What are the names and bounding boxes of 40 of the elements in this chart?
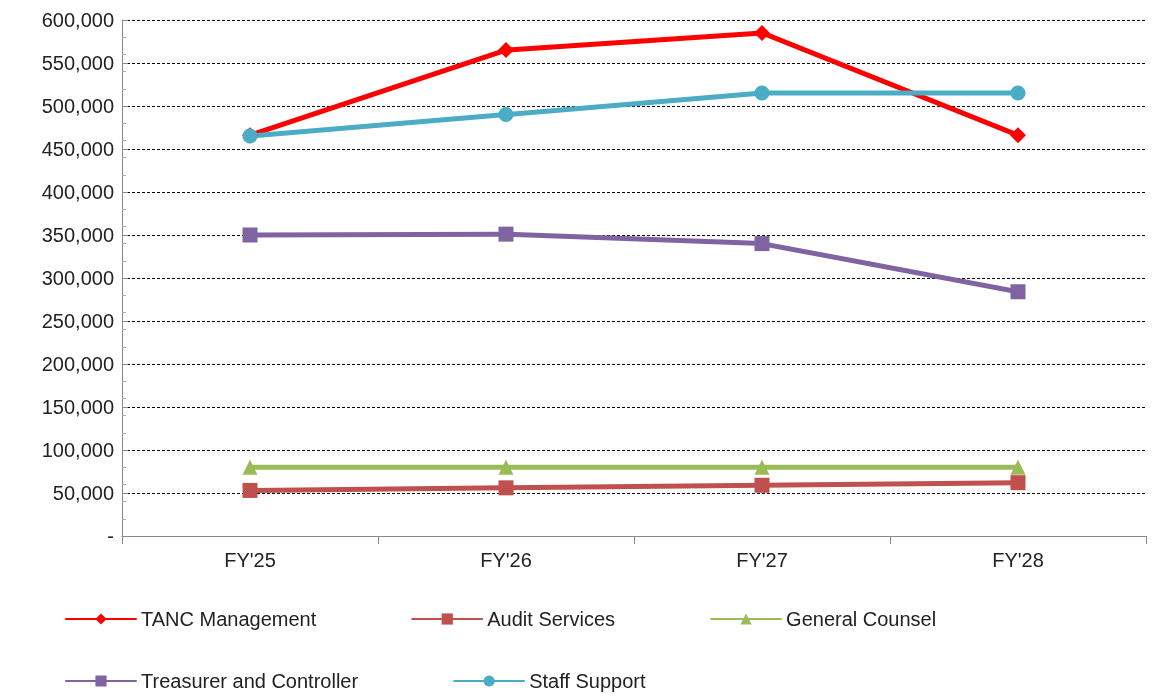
y-tick-label: 550,000 (41, 52, 114, 74)
point (1010, 284, 1026, 300)
y-tick-label: 350,000 (41, 224, 114, 246)
y-tick-label: 300,000 (41, 267, 114, 289)
legend-label: TANC Management (141, 608, 317, 630)
legend-label: Staff Support (529, 670, 646, 692)
point (498, 226, 514, 242)
point (1010, 85, 1026, 101)
y-tick-label: - (107, 525, 114, 547)
point (498, 107, 514, 123)
point (498, 459, 514, 475)
y-tick-label: 250,000 (41, 310, 114, 332)
x-tick-label: FY'28 (992, 549, 1044, 571)
point (1010, 475, 1026, 491)
y-tick-label: 400,000 (41, 181, 114, 203)
legend-label: Audit Services (487, 608, 616, 630)
point (1010, 459, 1026, 475)
point (754, 24, 770, 41)
y-tick-label: 500,000 (41, 95, 114, 117)
point (498, 42, 514, 59)
legend-label: Treasurer and Controller (141, 670, 359, 692)
point (498, 480, 514, 496)
point (242, 227, 258, 243)
point (1010, 127, 1026, 144)
point (754, 477, 770, 493)
y-tick-label: 450,000 (41, 138, 114, 160)
y-tick-label: 50,000 (52, 482, 114, 504)
point (242, 482, 258, 498)
point (754, 459, 770, 475)
point (754, 85, 770, 101)
x-tick-label: FY'25 (224, 549, 276, 571)
y-tick-label: 200,000 (41, 353, 114, 375)
x-tick-label: FY'27 (736, 549, 788, 571)
y-tick-label: 100,000 (41, 439, 114, 461)
legend-label: General Counsel (786, 608, 937, 630)
point (242, 459, 258, 475)
x-tick-label: FY'26 (480, 549, 532, 571)
y-tick-label: 600,000 (41, 9, 114, 31)
y-tick-label: 150,000 (41, 396, 114, 418)
point (754, 236, 770, 252)
